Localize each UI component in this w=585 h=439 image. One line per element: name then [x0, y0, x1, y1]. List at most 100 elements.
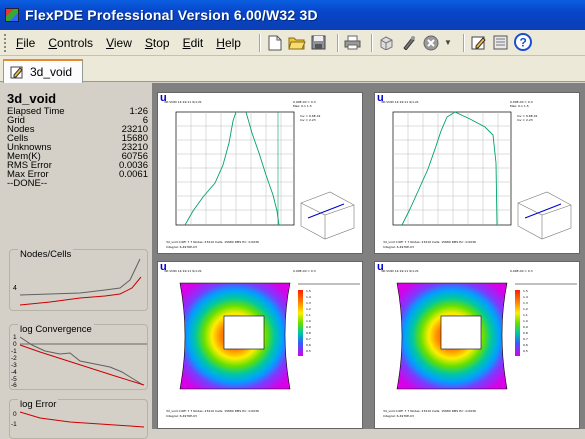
print-icon[interactable] [344, 34, 362, 52]
svg-text:3d_void Cdiff: 7 7 Nodes: 2321: 3d_void Cdiff: 7 7 Nodes: 23210 Cells: 1… [383, 409, 476, 413]
svg-text:0.5: 0.5 [306, 349, 311, 353]
svg-text:1.0: 1.0 [306, 319, 311, 323]
svg-text:1.2: 1.2 [306, 307, 311, 311]
plot-title: u [160, 92, 167, 104]
menu-edit[interactable]: Edit [182, 35, 204, 50]
nodes-series-line [19, 258, 141, 296]
svg-text:Integral: 6.4976E-03: Integral: 6.4976E-03 [166, 414, 197, 418]
title-bar[interactable]: FlexPDE Professional Version 6.00/W32 3D [0, 0, 585, 30]
tab-label: 3d_void [30, 65, 73, 79]
svg-text:0.5: 0.5 [523, 349, 528, 353]
svg-text:Inv = 2.23: Inv = 2.23 [300, 118, 316, 122]
problem-name: 3d_void [7, 91, 57, 106]
plot-title: u [377, 261, 384, 273]
help-icon[interactable]: ? [513, 33, 532, 52]
run-icon[interactable] [400, 34, 418, 52]
plot1-left-curve [184, 111, 237, 226]
view-icon[interactable] [492, 34, 510, 52]
nodes-cells-chart: Nodes/Cells 4 [9, 249, 148, 311]
svg-text:3d_void Cdiff: 7 7 Nodes: 2321: 3d_void Cdiff: 7 7 Nodes: 23210 Cells: 1… [383, 240, 476, 244]
svg-text:0.7: 0.7 [306, 337, 311, 341]
convergence-red-line [19, 344, 145, 386]
svg-text:0.8: 0.8 [523, 331, 528, 335]
grid-lines [393, 112, 511, 225]
tab-3d-void[interactable]: 3d_void [3, 59, 83, 83]
chevron-down-icon[interactable]: ▼ [443, 38, 452, 47]
tab-bar: 3d_void [0, 56, 585, 83]
log-convergence-tick: -6 [11, 382, 17, 389]
plot-panel-1[interactable]: u 3D:VOID 14:19:11 9/1:21 0.00E-00 = 0.3 M… [157, 92, 363, 254]
stat-memory: Mem(K) 60756 [7, 151, 148, 162]
svg-text:0.6: 0.6 [306, 343, 311, 347]
open-icon[interactable] [288, 34, 306, 52]
log-convergence-tick: 0 [13, 341, 17, 348]
void-rectangle [440, 315, 482, 350]
3d-box-icon [517, 191, 572, 240]
save-icon[interactable] [310, 34, 328, 52]
stat-cells: Cells 15680 [7, 133, 148, 144]
svg-text:1.0: 1.0 [523, 319, 528, 323]
cells-series-line [19, 276, 142, 306]
svg-text:0.9: 0.9 [523, 325, 528, 329]
menu-help[interactable]: Help [216, 35, 241, 50]
svg-text:?: ? [519, 36, 526, 50]
log-error-label: log Error [18, 399, 59, 410]
log-error-tick: -1 [11, 421, 17, 428]
stat-grid: Grid 6 [7, 115, 148, 126]
svg-text:0.00E-00 = 0.3: 0.00E-00 = 0.3 [293, 269, 316, 273]
3d-box-icon [300, 191, 355, 240]
edit-icon[interactable] [470, 34, 488, 52]
toolbar-separator [370, 33, 373, 52]
log-convergence-tick: -5 [11, 376, 17, 383]
log-convergence-label: log Convergence [18, 324, 94, 335]
svg-text:3D:VOID 14:19:11 9/1:21: 3D:VOID 14:19:11 9/1:21 [381, 100, 419, 104]
nodes-cells-tick: 4 [13, 285, 17, 292]
toolbar-separator [462, 33, 465, 52]
plot-title: u [377, 92, 384, 104]
color-legend-labels: 1.5 1.4 1.3 1.2 1.1 1.0 0.9 0.8 0.7 0.6 0.5 [523, 289, 528, 353]
svg-text:0.8: 0.8 [306, 331, 311, 335]
svg-text:1.4: 1.4 [306, 295, 311, 299]
svg-text:3D:VOID 14:19:11 9/1:21: 3D:VOID 14:19:11 9/1:21 [381, 269, 419, 273]
svg-text:1.3: 1.3 [306, 301, 311, 305]
svg-text:0.00E-00 = 0.3: 0.00E-00 = 0.3 [293, 100, 316, 104]
nodes-cells-label: Nodes/Cells [18, 249, 74, 260]
log-error-tick: 0 [13, 411, 17, 418]
log-convergence-tick: 1 [13, 334, 17, 341]
menu-file[interactable]: File [16, 35, 36, 50]
log-convergence-tick: -3 [11, 362, 17, 369]
plot-title: u [160, 261, 167, 273]
svg-text:Integral: 6.4976E-03: Integral: 6.4976E-03 [383, 245, 414, 249]
stop-icon[interactable] [422, 34, 440, 52]
app-icon [5, 8, 19, 22]
convergence-gray-line [19, 336, 144, 386]
new-icon[interactable] [266, 34, 284, 52]
svg-text:3D:VOID 14:19:11 9/1:21: 3D:VOID 14:19:11 9/1:21 [164, 100, 202, 104]
status-panel: 3d_void Elapsed Time 1:26 Grid 6 Nodes 2321… [0, 83, 152, 439]
svg-text:1.1: 1.1 [306, 313, 311, 317]
menu-grip[interactable] [4, 33, 8, 52]
log-convergence-tick: -2 [11, 355, 17, 362]
plot-panel-4[interactable]: u 3D:VOID 14:19:11 9/1:21 0.00E-00 = 0.3 … [374, 261, 580, 429]
plot-panel-3[interactable]: u 3D:VOID 14:19:11 9/1:21 0.00E-00 = 0.3 … [157, 261, 363, 429]
svg-text:1.4: 1.4 [523, 295, 528, 299]
error-red-line [19, 411, 145, 428]
svg-text:Inv = 2.23: Inv = 2.23 [517, 118, 533, 122]
stat-rms-error: RMS Error 0.0036 [7, 160, 148, 171]
svg-text:0.6: 0.6 [523, 343, 528, 347]
menu-stop[interactable]: Stop [144, 35, 170, 50]
stat-unknowns: Unknowns 23210 [7, 142, 148, 153]
menu-controls[interactable]: Controls [48, 35, 94, 50]
plot-panel-2[interactable]: u 3D:VOID 14:19:11 9/1:21 0.00E-00 = 0.3 M… [374, 92, 580, 254]
menu-view[interactable]: View [106, 35, 132, 50]
svg-text:Inv = 6.6E-01: Inv = 6.6E-01 [517, 114, 538, 118]
color-legend-bar [298, 290, 303, 356]
svg-text:1.2: 1.2 [523, 307, 528, 311]
plot-icon[interactable] [378, 34, 396, 52]
svg-text:0.9: 0.9 [306, 325, 311, 329]
toolbar-separator [336, 33, 339, 52]
svg-text:3D:VOID 14:19:11 9/1:21: 3D:VOID 14:19:11 9/1:21 [164, 269, 202, 273]
plot2-curve [401, 111, 498, 226]
svg-text:0.7: 0.7 [523, 337, 528, 341]
log-convergence-tick: -1 [11, 348, 17, 355]
